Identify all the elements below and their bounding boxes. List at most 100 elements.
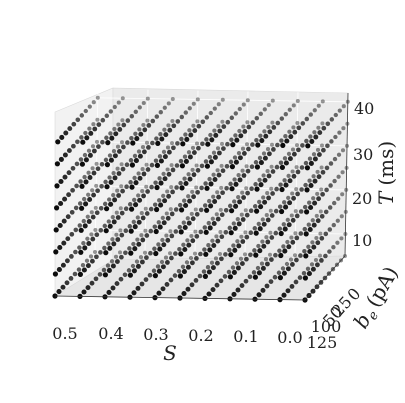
data-point bbox=[160, 215, 165, 221]
data-point bbox=[327, 249, 332, 254]
data-point bbox=[312, 200, 318, 206]
data-point bbox=[175, 119, 181, 124]
data-point bbox=[251, 270, 257, 275]
data-point bbox=[204, 163, 210, 169]
data-point bbox=[161, 193, 166, 199]
data-point bbox=[210, 287, 216, 293]
data-point bbox=[71, 121, 77, 127]
data-point bbox=[113, 254, 119, 259]
data-point bbox=[183, 110, 188, 115]
y-tick-label: 125 bbox=[307, 333, 338, 352]
data-point bbox=[186, 172, 191, 177]
data-point bbox=[107, 245, 113, 251]
data-point bbox=[186, 220, 192, 226]
data-point bbox=[311, 152, 317, 157]
data-point bbox=[277, 204, 283, 209]
data-point bbox=[162, 154, 168, 160]
data-point bbox=[270, 191, 275, 196]
data-point bbox=[304, 209, 310, 215]
data-point bbox=[148, 206, 154, 212]
data-point bbox=[327, 205, 333, 210]
data-point bbox=[124, 184, 129, 189]
data-point bbox=[180, 264, 186, 269]
data-point bbox=[102, 245, 107, 251]
data-point bbox=[243, 252, 247, 257]
data-point bbox=[236, 221, 242, 227]
data-point bbox=[299, 187, 304, 192]
data-point bbox=[83, 157, 89, 163]
data-point bbox=[135, 237, 140, 242]
data-point bbox=[156, 220, 161, 225]
data-point bbox=[190, 238, 196, 244]
data-point bbox=[202, 225, 208, 230]
data-point bbox=[81, 267, 87, 273]
data-point bbox=[89, 258, 95, 264]
data-point bbox=[247, 274, 253, 280]
data-point bbox=[204, 185, 210, 191]
data-point bbox=[137, 127, 142, 132]
data-point bbox=[154, 206, 160, 213]
data-point bbox=[207, 225, 213, 231]
data-point bbox=[311, 196, 316, 201]
data-point bbox=[262, 107, 267, 112]
data-point bbox=[314, 235, 319, 241]
data-point bbox=[204, 137, 209, 142]
data-point bbox=[165, 167, 170, 172]
data-point bbox=[215, 190, 220, 195]
data-point bbox=[133, 131, 138, 136]
data-point bbox=[254, 137, 259, 143]
data-point bbox=[266, 102, 271, 108]
data-point bbox=[323, 253, 328, 259]
data-point bbox=[245, 168, 251, 174]
data-point bbox=[191, 123, 196, 128]
data-point bbox=[190, 189, 195, 194]
data-point bbox=[272, 274, 278, 280]
data-point bbox=[133, 202, 139, 208]
data-point bbox=[54, 183, 60, 189]
data-point bbox=[145, 167, 151, 172]
data-point bbox=[257, 248, 263, 254]
z-axis-line bbox=[344, 92, 349, 257]
data-point bbox=[337, 130, 342, 135]
data-point bbox=[160, 237, 165, 243]
data-point bbox=[291, 103, 296, 108]
data-point bbox=[66, 148, 72, 154]
data-point bbox=[203, 251, 209, 257]
data-point bbox=[166, 123, 171, 128]
data-point bbox=[120, 166, 126, 172]
data-point bbox=[129, 135, 134, 141]
data-point bbox=[167, 127, 173, 133]
data-point bbox=[89, 280, 95, 286]
data-point bbox=[189, 211, 194, 216]
data-point bbox=[237, 155, 243, 161]
data-point bbox=[258, 182, 264, 188]
data-point bbox=[111, 148, 117, 154]
data-point bbox=[231, 243, 236, 248]
data-point bbox=[278, 252, 284, 259]
data-point bbox=[130, 140, 136, 146]
data-point bbox=[279, 138, 284, 143]
data-point bbox=[73, 249, 78, 255]
data-point bbox=[125, 140, 130, 145]
data-point bbox=[232, 247, 238, 253]
data-point bbox=[260, 217, 265, 222]
data-point bbox=[149, 184, 154, 190]
data-point bbox=[191, 172, 197, 178]
data-point bbox=[162, 198, 168, 204]
data-point bbox=[61, 218, 67, 224]
data-point bbox=[323, 231, 329, 237]
data-point bbox=[273, 252, 278, 258]
data-point bbox=[302, 275, 308, 281]
data-point bbox=[215, 146, 221, 151]
data-point bbox=[222, 274, 228, 279]
data-point bbox=[99, 184, 104, 189]
data-point bbox=[262, 199, 268, 205]
data-point bbox=[119, 254, 124, 260]
data-point bbox=[340, 148, 346, 153]
data-point bbox=[335, 240, 340, 245]
data-point bbox=[140, 145, 146, 150]
data-point bbox=[282, 178, 287, 183]
data-point bbox=[141, 171, 147, 177]
data-point bbox=[60, 284, 66, 290]
data-point bbox=[289, 283, 295, 289]
